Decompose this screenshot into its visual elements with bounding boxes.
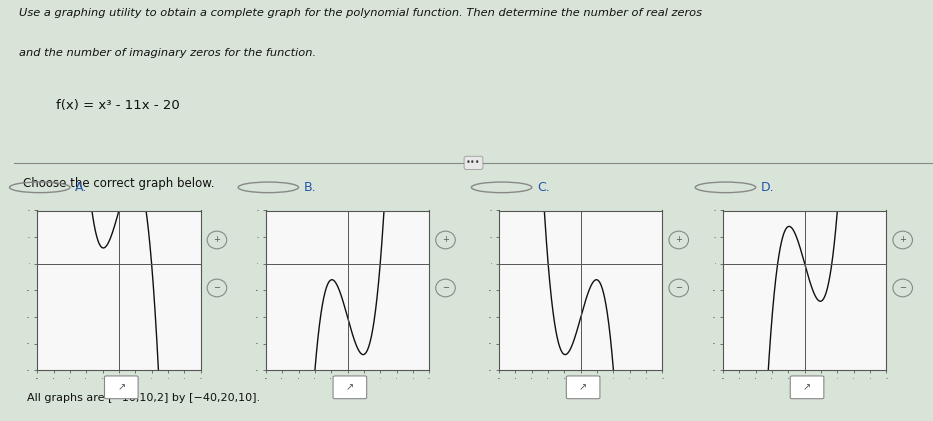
Text: +: + (899, 235, 906, 245)
Text: D.: D. (760, 181, 774, 194)
FancyBboxPatch shape (104, 376, 138, 399)
FancyBboxPatch shape (790, 376, 824, 399)
Text: Use a graphing utility to obtain a complete graph for the polynomial function. T: Use a graphing utility to obtain a compl… (19, 8, 702, 18)
Text: −: − (675, 283, 682, 293)
Text: ↗: ↗ (346, 382, 354, 392)
Text: •••: ••• (466, 158, 480, 167)
Text: and the number of imaginary zeros for the function.: and the number of imaginary zeros for th… (19, 48, 315, 58)
Text: A.: A. (75, 181, 88, 194)
Text: −: − (442, 283, 449, 293)
Text: B.: B. (303, 181, 316, 194)
Text: ↗: ↗ (579, 382, 587, 392)
Text: +: + (442, 235, 449, 245)
FancyBboxPatch shape (333, 376, 367, 399)
Text: −: − (214, 283, 220, 293)
Text: ↗: ↗ (803, 382, 811, 392)
Text: C.: C. (536, 181, 550, 194)
Text: ↗: ↗ (118, 382, 125, 392)
Text: +: + (214, 235, 220, 245)
Text: −: − (899, 283, 906, 293)
Text: Choose the correct graph below.: Choose the correct graph below. (23, 177, 215, 189)
Text: f(x) = x³ - 11x - 20: f(x) = x³ - 11x - 20 (56, 99, 180, 112)
Text: All graphs are [−10,10,2] by [−40,20,10].: All graphs are [−10,10,2] by [−40,20,10]… (27, 393, 260, 403)
Text: +: + (675, 235, 682, 245)
FancyBboxPatch shape (566, 376, 600, 399)
